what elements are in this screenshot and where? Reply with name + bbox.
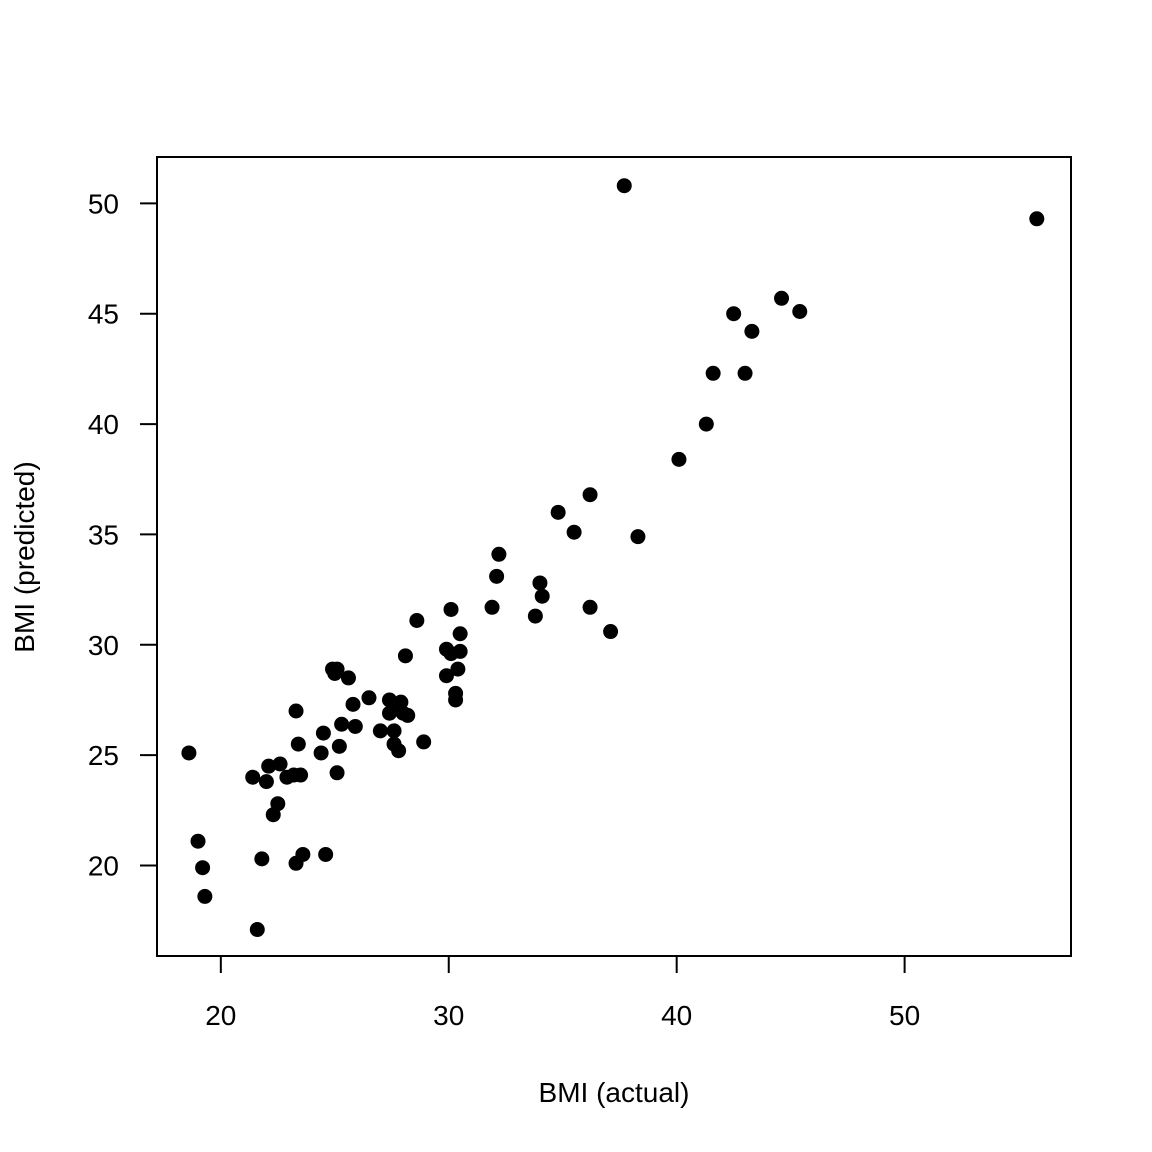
data-point [582, 487, 598, 503]
y-axis: 20 25 30 35 40 45 50 [88, 188, 158, 882]
plot-frame [156, 156, 1072, 957]
y-tick-label: 50 [88, 188, 119, 219]
data-point [181, 745, 197, 761]
data-point [254, 851, 270, 867]
data-point [737, 365, 753, 381]
y-tick-label: 30 [88, 630, 119, 661]
data-point [705, 365, 721, 381]
data-point [534, 588, 550, 604]
data-point [361, 690, 377, 706]
data-point [195, 860, 211, 876]
data-point [450, 661, 466, 677]
data-points [181, 178, 1045, 938]
data-point [197, 888, 213, 904]
data-point [527, 608, 543, 624]
data-point [489, 568, 505, 584]
data-point [386, 723, 402, 739]
data-point [400, 707, 416, 723]
data-point [340, 670, 356, 686]
y-tick-label: 25 [88, 740, 119, 771]
data-point [438, 668, 454, 684]
data-point [630, 529, 646, 545]
data-point [331, 738, 347, 754]
data-point [452, 643, 468, 659]
x-tick-label: 30 [433, 1000, 464, 1031]
data-point [288, 703, 304, 719]
data-point [293, 767, 309, 783]
data-point [452, 626, 468, 642]
data-point [372, 723, 388, 739]
data-point [1029, 211, 1045, 227]
data-point [391, 743, 407, 759]
data-point [416, 734, 432, 750]
data-point [792, 304, 808, 320]
data-point [671, 451, 687, 467]
data-point [261, 758, 277, 774]
data-point [329, 765, 345, 781]
data-point [270, 796, 286, 812]
data-point [190, 833, 206, 849]
data-point [774, 290, 790, 306]
data-point [616, 178, 632, 194]
data-point [443, 601, 459, 617]
data-point [249, 922, 265, 938]
data-point [448, 685, 464, 701]
data-point [491, 546, 507, 562]
y-tick-label: 20 [88, 851, 119, 882]
data-point [315, 725, 331, 741]
data-point [295, 846, 311, 862]
data-point [603, 624, 619, 640]
x-tick-label: 20 [205, 1000, 236, 1031]
data-point [550, 504, 566, 520]
data-point [744, 323, 760, 339]
y-tick-label: 45 [88, 299, 119, 330]
y-tick-label: 40 [88, 409, 119, 440]
data-point [566, 524, 582, 540]
data-point [397, 648, 413, 664]
data-point [484, 599, 500, 615]
data-point [329, 661, 345, 677]
data-point [409, 613, 425, 629]
x-tick-label: 50 [889, 1000, 920, 1031]
data-point [258, 774, 274, 790]
x-axis: 20 30 40 50 [205, 955, 920, 1031]
data-point [272, 756, 288, 772]
data-point [726, 306, 742, 322]
data-point [345, 696, 361, 712]
data-point [245, 769, 261, 785]
y-axis-label: BMI (predicted) [9, 461, 40, 652]
data-point [334, 716, 350, 732]
data-point [318, 846, 334, 862]
y-tick-label: 35 [88, 519, 119, 550]
x-tick-label: 40 [661, 1000, 692, 1031]
x-axis-label: BMI (actual) [539, 1077, 690, 1108]
data-point [290, 736, 306, 752]
data-point [698, 416, 714, 432]
data-point [532, 575, 548, 591]
data-point [582, 599, 598, 615]
data-point [347, 718, 363, 734]
data-point [313, 745, 329, 761]
